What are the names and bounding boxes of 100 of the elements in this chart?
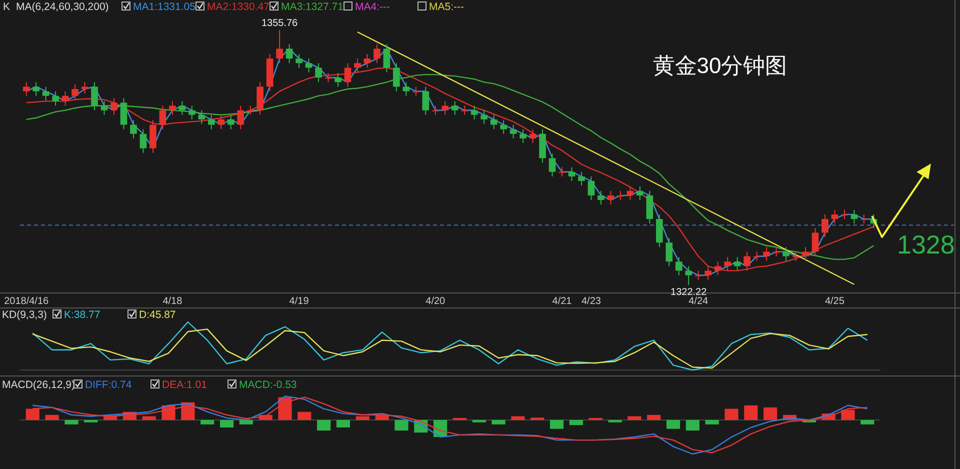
bar [26,408,40,420]
candlestick [850,209,858,224]
text: MA5:--- [429,1,464,13]
candlestick [383,44,390,73]
bar [666,420,680,429]
candlestick [246,105,254,116]
candlestick [62,90,69,106]
text: MA3:1327.71 [281,1,344,13]
bar [492,420,506,424]
candlestick [432,105,439,116]
candlestick [607,190,614,206]
candlestick [100,100,108,116]
candlestick [422,86,430,116]
candlestick [120,98,128,130]
candlestick [334,72,342,88]
bar [220,420,234,428]
bar [647,414,661,420]
series-label: D:45.87 [139,309,176,321]
x-tick-label: 4/21 [552,296,572,307]
bar [744,405,758,420]
text: K [3,1,10,13]
candlestick [548,153,556,177]
bar [569,420,583,426]
candlestick [140,128,147,154]
candlestick [675,256,682,276]
candlestick [704,266,712,280]
candlestick [724,256,731,272]
candlestick [568,166,576,182]
candlestick [227,114,234,130]
x-tick-label: 4/18 [162,296,183,307]
x-tick-label: 2018/4/16 [4,296,50,307]
candlestick [734,256,741,272]
candlestick [646,190,654,224]
candlestick [159,105,166,130]
candlestick [198,110,206,124]
candlestick [188,105,196,120]
series-label: DEA:1.01 [162,379,208,391]
candlestick [451,100,458,116]
candlestick [286,44,293,64]
candlestick [42,86,50,101]
candlestick [656,214,663,248]
bar [336,420,350,428]
text: MA1:1331.05 [133,1,196,13]
candlestick [324,72,332,83]
chart-title: MACD(26,12,9) [2,379,75,391]
candlestick [91,82,98,111]
bar [511,416,525,420]
bar [628,416,642,420]
candlestick [666,238,673,267]
candlestick [520,128,526,144]
bar [64,420,78,424]
candlestick [529,128,536,144]
candlestick [110,98,118,116]
bar [686,420,700,431]
candlestick [256,82,264,116]
x-tick-label: 4/23 [581,296,602,307]
candlestick [374,44,380,64]
candlestick [81,82,88,94]
bar [860,420,874,424]
bar [45,414,59,420]
bar [394,420,408,431]
bar [550,420,564,429]
text: DIFF:0.74 [85,379,132,391]
candlestick [617,190,624,200]
candlestick [52,90,59,106]
candlestick [802,246,809,262]
x-tick-label: 4/24 [688,296,709,307]
bar [356,416,370,420]
candlestick [500,120,507,134]
candlestick [860,214,868,224]
legend-title: MA(6,24,60,30,200) [16,1,109,13]
candlestick [364,54,371,68]
bar [278,397,292,420]
candlestick [169,100,176,116]
candlestick [772,246,780,257]
candlestick [812,228,819,257]
candlestick [480,110,488,124]
text: MA4:--- [355,1,390,13]
candlestick [510,124,517,139]
candlestick [626,186,634,200]
candlestick [558,166,566,177]
candlestick [470,105,478,120]
candlestick [237,105,244,130]
text: MA2:1330.47 [207,1,270,13]
candlestick [714,261,722,276]
candlestick [694,270,702,280]
annotation: 1355.76 [261,18,298,29]
candlestick [412,86,420,96]
bar [705,420,719,424]
candlestick [150,120,156,154]
candlestick [296,54,302,68]
candlestick [792,251,800,262]
candlestick [744,251,750,272]
candlestick [763,246,770,262]
bar [298,412,312,420]
series-label: MACD:-0.53 [239,379,297,391]
candlestick [22,82,30,96]
bar [724,408,738,420]
candlestick [588,176,595,200]
candlestick [344,62,352,88]
